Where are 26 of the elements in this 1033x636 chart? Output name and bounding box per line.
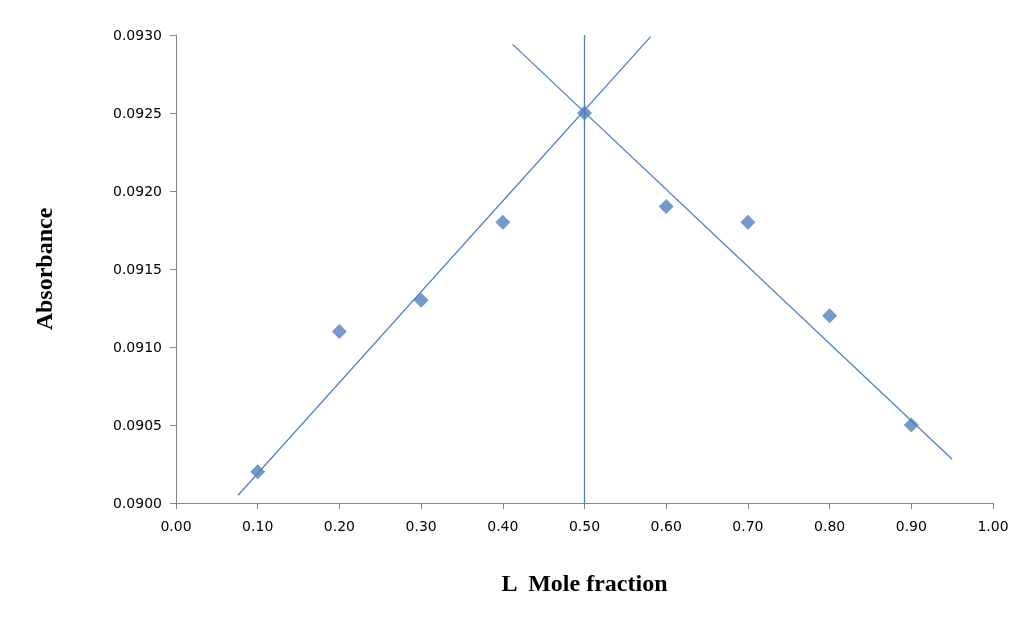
point xyxy=(413,292,429,308)
x-tick-label: 0.50 xyxy=(568,518,601,534)
y-tick-label: 0.0915 xyxy=(113,261,162,277)
point xyxy=(495,214,511,230)
x-tick-label: 0.90 xyxy=(895,518,927,534)
y-tick-label: 0.0925 xyxy=(113,105,162,121)
x-tick-label: 0.70 xyxy=(732,518,764,534)
point xyxy=(822,308,838,324)
x-tick-label: 0.80 xyxy=(814,518,846,534)
x-tick-label: 0.00 xyxy=(160,518,192,534)
point xyxy=(740,214,756,230)
x-tick-label: 0.40 xyxy=(487,518,519,534)
x-tick-label: 0.10 xyxy=(242,518,274,534)
x-axis-title: L Mole fraction xyxy=(501,570,668,596)
x-tick-label: 0.60 xyxy=(650,518,682,534)
point xyxy=(331,323,347,339)
y-tick-label: 0.0920 xyxy=(113,183,162,199)
x-tick-label: 0.20 xyxy=(323,518,355,534)
y-axis-title: Absorbance xyxy=(31,207,57,331)
y-tick-label: 0.0930 xyxy=(113,27,162,43)
y-tick-label: 0.0910 xyxy=(113,339,162,355)
x-tick-label: 0.30 xyxy=(405,518,437,534)
x-tick-label: 1.00 xyxy=(977,518,1009,534)
y-tick-label: 0.0905 xyxy=(113,417,162,433)
y-tick-label: 0.0900 xyxy=(113,495,162,511)
point xyxy=(658,199,674,215)
